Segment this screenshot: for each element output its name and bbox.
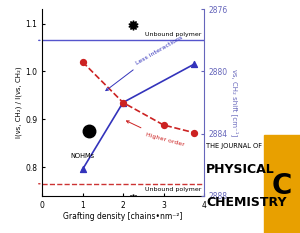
Text: C: C [272,172,292,200]
Point [121,101,125,104]
Text: Unbound polymer: Unbound polymer [145,32,202,37]
Text: NOHMs: NOHMs [70,153,94,159]
Point [191,131,196,134]
Point [80,60,85,64]
X-axis label: Grafting density [chains•nm⁻²]: Grafting density [chains•nm⁻²] [63,212,183,221]
Point [191,62,196,66]
Text: Less interactions: Less interactions [106,34,184,91]
Text: CHEMISTRY: CHEMISTRY [206,196,286,209]
Text: Unbound polymer: Unbound polymer [145,187,202,192]
Bar [263,135,300,233]
Text: Higher order: Higher order [127,121,185,147]
Point [121,101,125,104]
Y-axis label: I(νs, CH₂) / I(νs, CH₂): I(νs, CH₂) / I(νs, CH₂) [16,67,22,138]
Point [161,123,166,127]
Y-axis label: νs, CH₂ shift [cm⁻¹]: νs, CH₂ shift [cm⁻¹] [232,69,239,136]
Text: THE JOURNAL OF: THE JOURNAL OF [206,143,262,149]
Text: PHYSICAL: PHYSICAL [206,163,275,175]
Point [80,168,85,171]
